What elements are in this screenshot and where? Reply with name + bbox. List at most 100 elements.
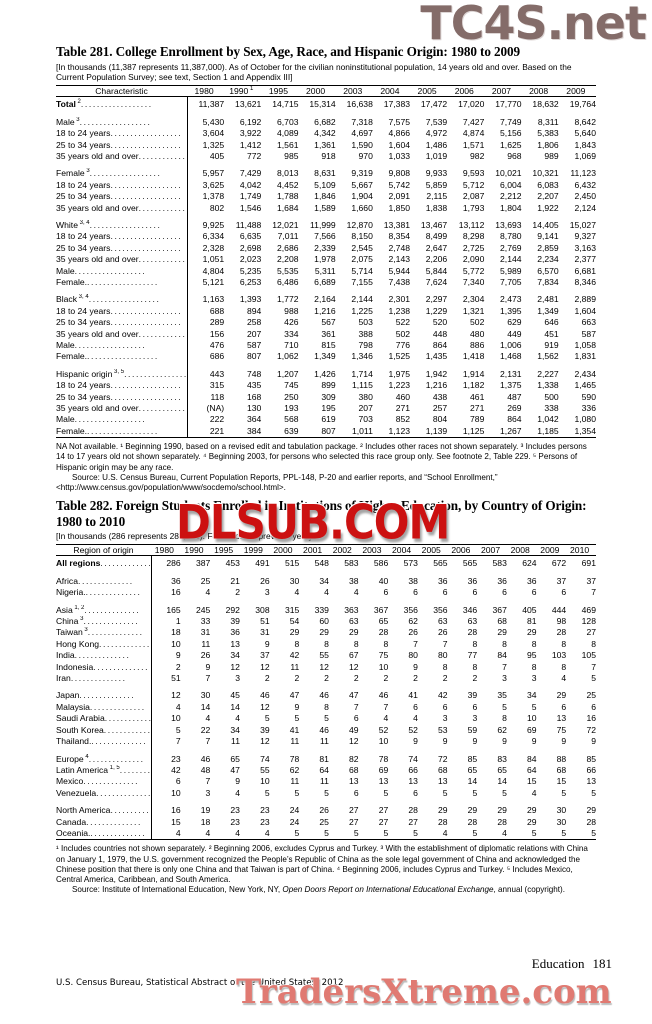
data-cell-2009: 3,163 [574,242,596,253]
data-cell-2003: 380 [358,391,373,402]
data-cell-2001: 46 [319,724,329,735]
data-cell-2006: 5 [472,787,478,798]
data-cell-2006: 8,298 [462,231,485,242]
data-cell-2006: 7,427 [462,116,485,127]
footer-source-line: U.S. Census Bureau, Statistical Abstract… [56,978,344,988]
data-cell-1980: 802 [209,202,225,213]
data-cell-2009: 8 [561,661,567,672]
data-cell-2004: 26 [408,627,418,638]
table-row: Europe 4 .............. 23 46 65 74 78 81 82 78 7… [56,753,596,765]
data-cell-2010: 5 [566,827,596,841]
data-cell-1990: 7,429 [239,168,262,179]
data-cell-1990: 1,749 [239,191,262,202]
data-cell-2005: 2,297 [425,294,448,305]
data-cell-2000: 1,426 [314,368,336,379]
data-cell-1980: 443 [209,368,225,379]
data-cell-1990: 46 [200,753,211,764]
data-cell-2009: 663 [581,317,596,328]
data-cell-2004: 41 [408,690,418,701]
table-spacer-row [56,598,596,605]
data-cell-1980: 10 [171,787,181,798]
data-cell-1990: 2,023 [239,254,262,265]
data-cell-1980: 686 [209,351,225,362]
data-cell-2007: 2,769 [500,242,522,253]
data-cell-2000: 11,999 [310,219,336,230]
data-cell-2000: 899 [321,380,336,391]
data-cell-1999: 31 [260,627,270,638]
data-cell-2006: 1,321 [462,305,485,316]
data-cell-2004: 522 [395,317,411,328]
data-cell-2006: 565 [462,558,478,569]
data-cell-2007: 29 [497,805,507,816]
leader-dots: .............. [93,661,150,672]
data-cell-2003: 2,545 [351,242,373,253]
data-cell-1980: 10 [171,713,181,724]
data-cell-2005: 4 [417,827,448,841]
data-cell-2000: 6,689 [314,277,336,287]
data-cell-1990: 587 [247,340,262,351]
data-cell-2005: 257 [432,403,448,414]
data-cell-2000: 8,631 [314,168,336,179]
column-header-1990: 1990 [180,544,211,557]
data-cell-1999: 23 [260,816,270,827]
row-label-cell: 25 to 34 years .................. [56,242,188,255]
data-cell-2003: 65 [378,616,389,627]
table-row: Female. .................. 221 384 639 807 1,… [56,425,596,439]
row-label: Saudi Arabia [56,713,105,724]
data-cell-2007: 3 [502,673,507,684]
data-cell-1980: 16 [171,805,181,816]
data-cell-2004: 62 [408,616,418,627]
data-cell-2008: 6 [531,587,537,598]
data-cell-2002: 7 [353,701,359,712]
data-cell-2008: 4 [531,787,537,798]
data-cell-2007: 35 [497,690,507,701]
table-282-title: Table 282. Foreign Students Enrolled in … [56,498,596,529]
data-cell-1995: 292 [225,604,240,615]
data-cell-1980: 1,378 [202,191,225,202]
leader-dots: .............. [89,701,146,712]
data-cell-2005: 28 [438,816,448,827]
data-cell-2005: 26 [438,627,448,638]
leader-dots: .................. [88,294,161,305]
data-cell-2010: 13 [586,776,596,787]
data-cell-2009: 15 [556,776,567,787]
data-cell-2005: 7,539 [425,116,448,127]
data-cell-2004: 1,604 [388,139,411,150]
table-row: 25 to 34 years .................. 1,378 1,… [56,191,596,203]
data-cell-2001: 29 [319,627,329,638]
data-cell-2001: 26 [319,805,329,816]
data-cell-1995: 193 [284,403,299,414]
data-cell-2009: 587 [581,328,596,339]
data-cell-1999: 491 [255,558,270,569]
data-cell-2001: 60 [319,616,329,627]
spacer-stub [56,569,152,576]
data-cell-2009: 1,354 [558,425,596,439]
data-cell-2008: 624 [522,558,537,569]
data-cell-1995: 5,535 [277,265,299,276]
data-cell-1980: 42 [171,764,181,775]
table-row: White 3, 4 .................. 9,925 11,488… [56,219,596,232]
data-cell-2000: 1,846 [314,191,336,202]
row-label: China [56,616,79,627]
data-cell-1980: 3,604 [202,128,225,139]
data-cell-2008: 6,570 [537,265,559,276]
data-cell-2000: 5 [294,787,300,798]
table-281-stub-header: Characteristic [56,85,187,98]
data-cell-2000: 62 [289,764,300,775]
data-cell-2007: 367 [492,604,507,615]
table-spacer-row [56,684,596,691]
data-cell-2009: 4 [561,673,567,684]
data-cell-2008: 919 [544,340,559,351]
data-cell-1995: 11 [231,736,240,747]
data-cell-2007: 1,804 [500,202,522,213]
data-cell-2006: 1,793 [462,202,485,213]
row-label: Male [56,116,75,127]
data-cell-1995: 34 [230,724,240,735]
data-cell-2000: 619 [321,414,336,425]
data-cell-2000: 2,339 [314,242,336,253]
table-row: 18 to 24 years .................. 3,625 4,… [56,179,596,192]
data-cell-1980: 16 [171,587,181,598]
table-282-notes: ¹ Includes countries not shown separatel… [56,844,596,895]
data-cell-2006: 461 [470,391,485,402]
leader-dots: .............. [91,736,148,747]
